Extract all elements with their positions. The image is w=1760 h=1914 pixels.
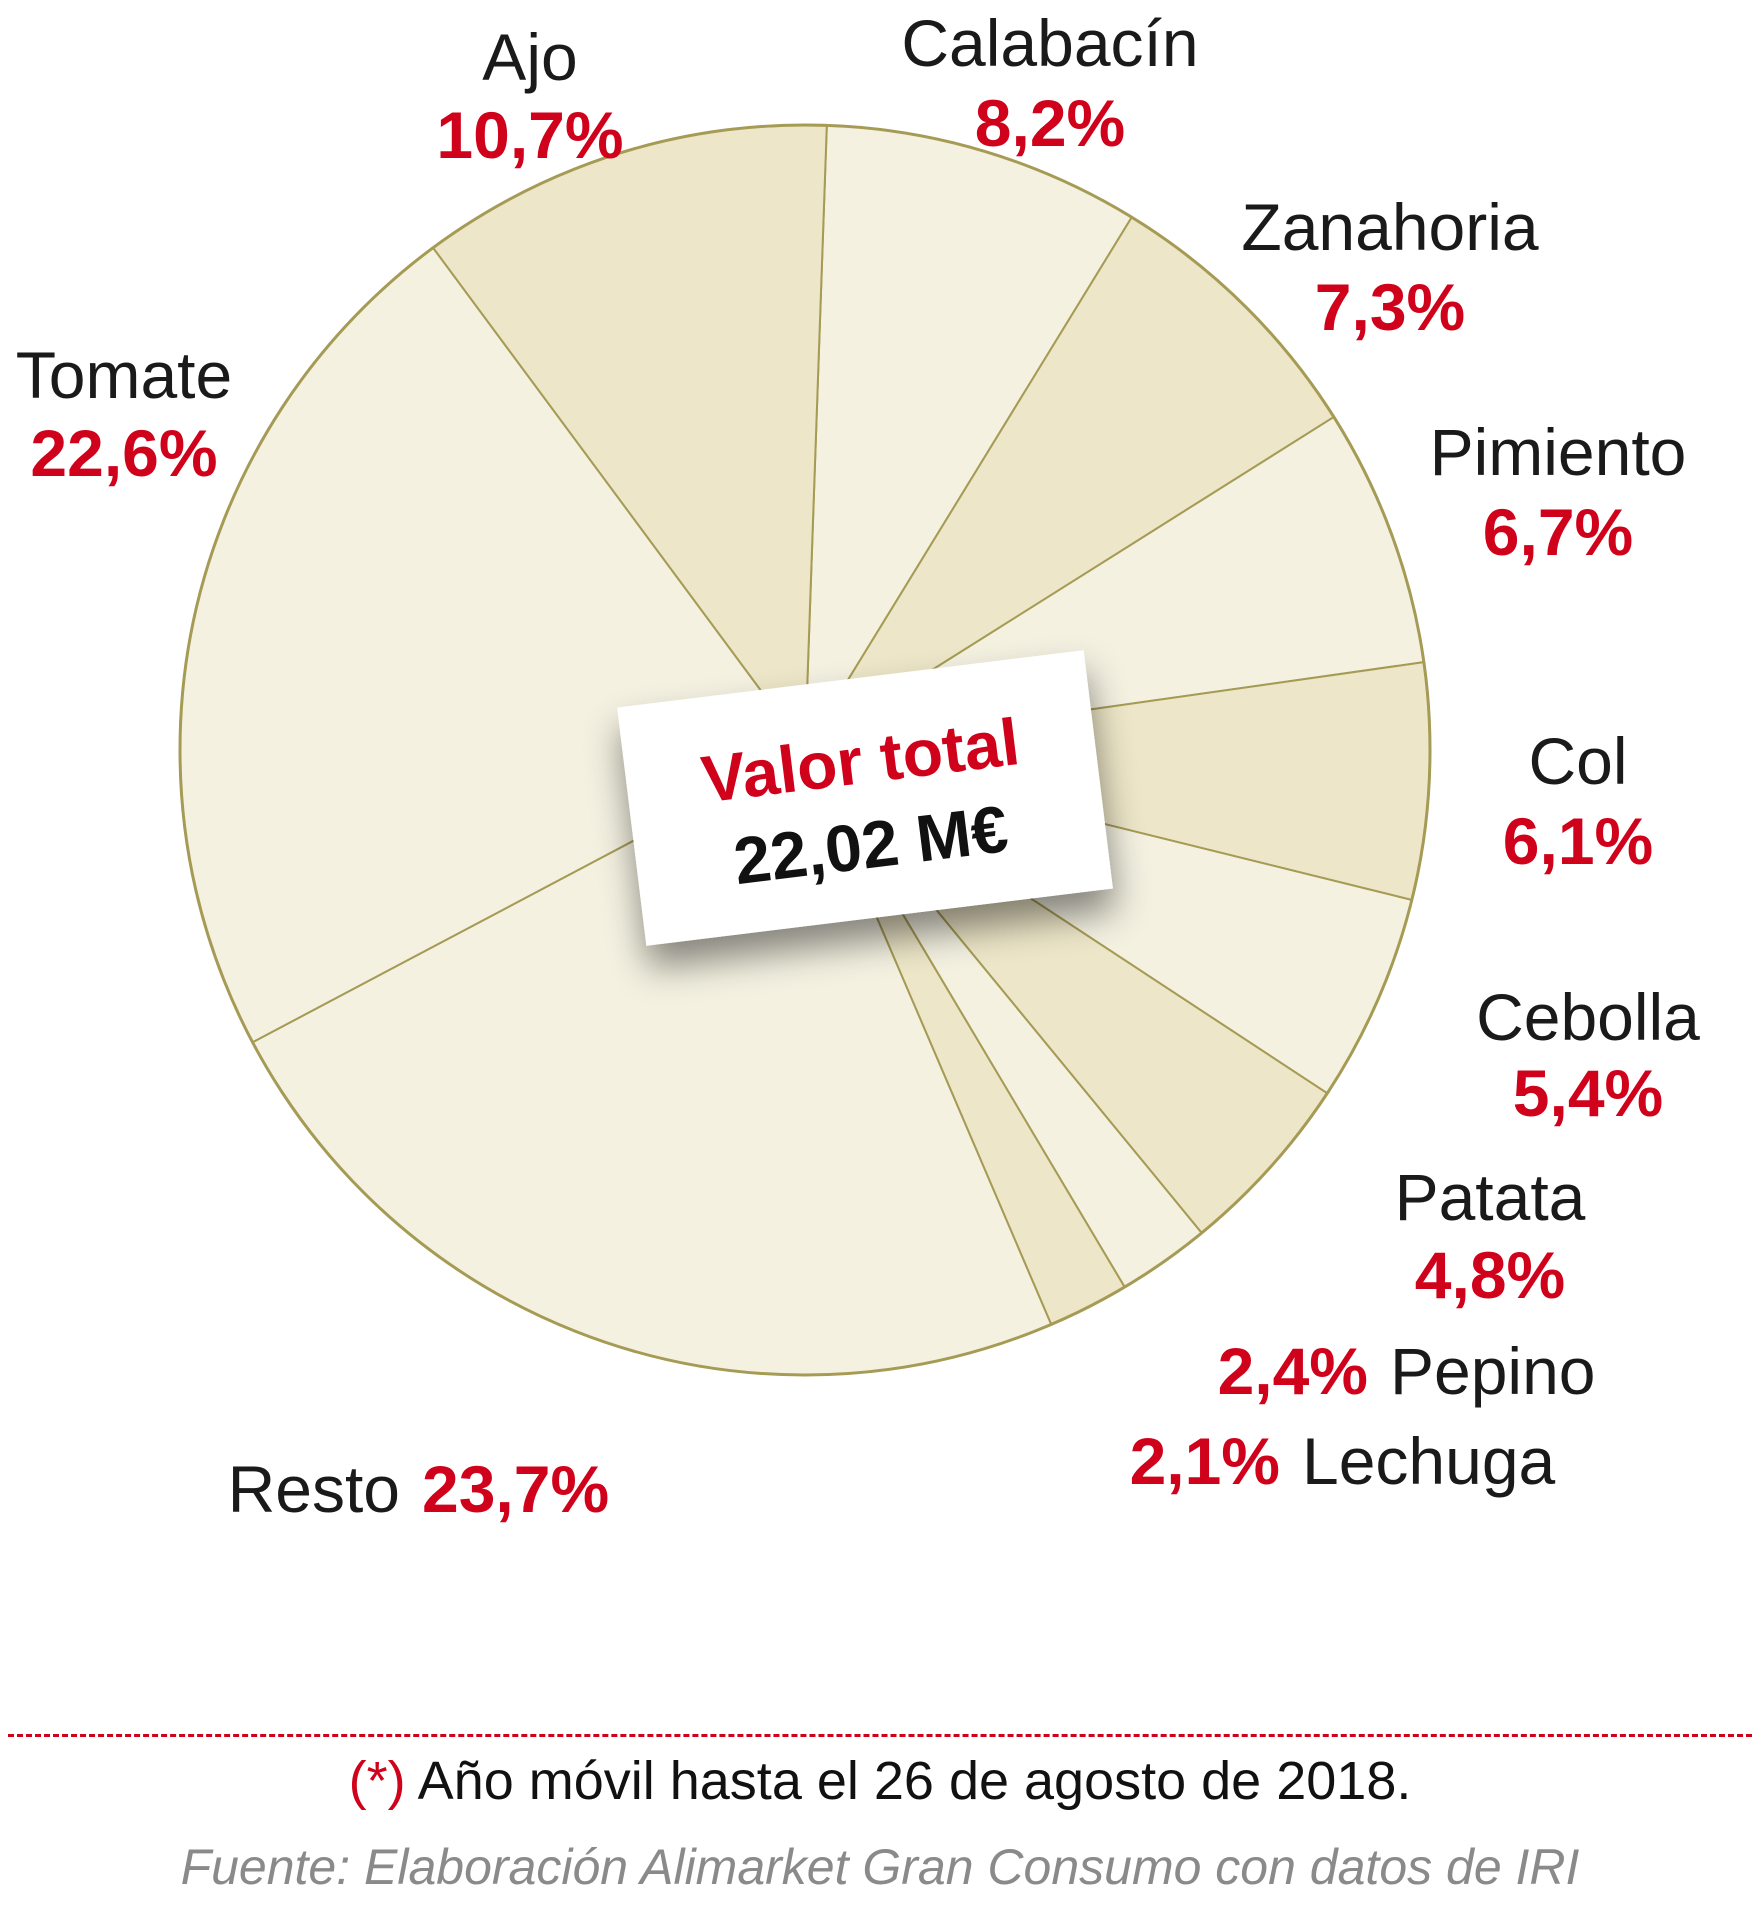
slice-label-patata: Patata: [1395, 1160, 1586, 1234]
value-label-ajo: 10,7%: [436, 98, 623, 172]
pie-chart: Calabacín 8,2% Zanahoria 7,3% Pimiento 6…: [16, 6, 1700, 1526]
footnote-mark: (*): [348, 1751, 406, 1811]
slice-label-resto: Resto: [228, 1452, 400, 1526]
footnote-text: Año móvil hasta el 26 de agosto de 2018.: [405, 1751, 1412, 1811]
source-note: Fuente: Elaboración Alimarket Gran Consu…: [180, 1839, 1580, 1895]
slice-labels: Calabacín 8,2% Zanahoria 7,3% Pimiento 6…: [16, 6, 1700, 1526]
center-total-box: Valor total 22,02 M€: [617, 650, 1113, 946]
value-label-patata: 4,8%: [1415, 1238, 1565, 1312]
slice-label-pepino: Pepino: [1390, 1334, 1596, 1408]
value-label-zanahoria: 7,3%: [1315, 270, 1465, 344]
slice-label-cebolla: Cebolla: [1476, 980, 1700, 1054]
slice-label-tomate: Tomate: [16, 338, 232, 412]
slice-label-pimiento: Pimiento: [1430, 415, 1687, 489]
value-label-calabacin: 8,2%: [975, 86, 1125, 160]
pie-outline: [178, 123, 1432, 1377]
slice-label-col: Col: [1528, 724, 1627, 798]
value-label-cebolla: 5,4%: [1513, 1056, 1663, 1130]
value-label-tomate: 22,6%: [30, 416, 217, 490]
slice-label-lechuga: Lechuga: [1302, 1424, 1556, 1498]
value-label-resto: 23,7%: [422, 1452, 609, 1526]
footnote: (*) Año móvil hasta el 26 de agosto de 2…: [0, 1750, 1760, 1812]
value-label-lechuga: 2,1%: [1130, 1424, 1280, 1498]
center-box-background: [617, 650, 1113, 946]
slice-label-calabacin: Calabacín: [901, 6, 1198, 80]
slice-label-zanahoria: Zanahoria: [1241, 190, 1538, 264]
value-label-pepino: 2,4%: [1218, 1334, 1368, 1408]
slice-label-ajo: Ajo: [482, 20, 577, 94]
footer-divider: [8, 1734, 1752, 1737]
value-label-pimiento: 6,7%: [1483, 495, 1633, 569]
value-label-col: 6,1%: [1503, 804, 1653, 878]
